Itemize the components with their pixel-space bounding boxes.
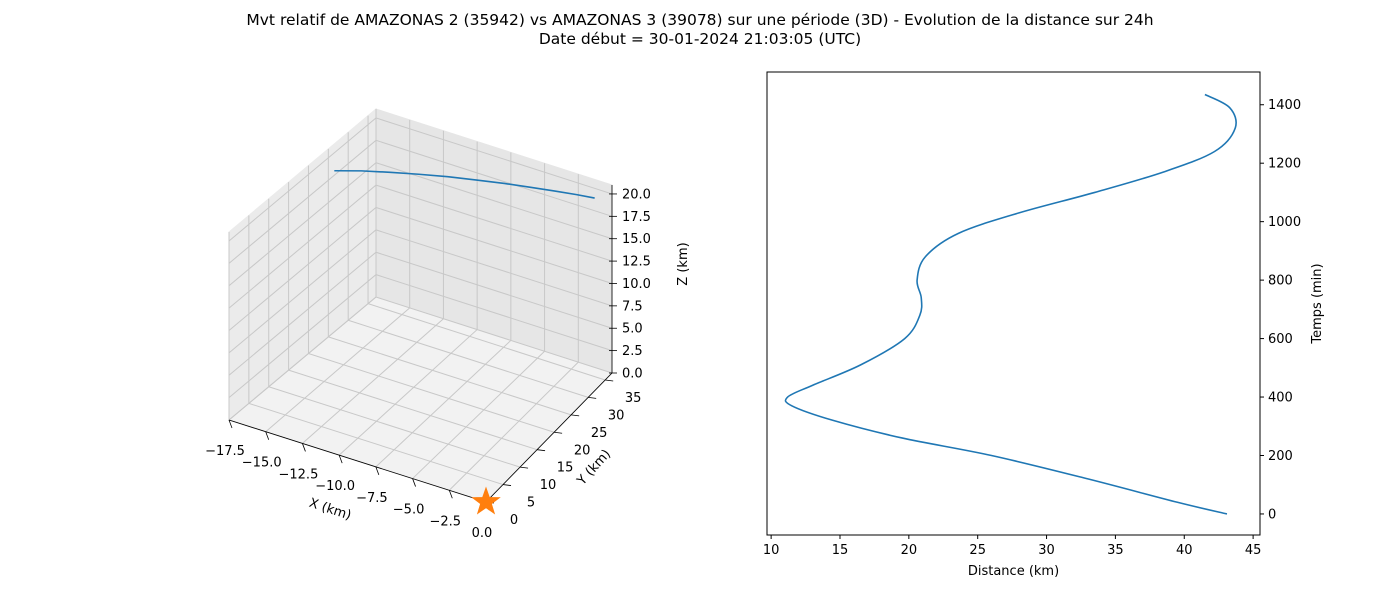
z-tick-label: 15.0 bbox=[622, 232, 651, 247]
x-tick-label: −12.5 bbox=[279, 467, 319, 482]
plot-area bbox=[766, 71, 1261, 536]
z-tick-label: 10.0 bbox=[622, 277, 651, 292]
x-tick-label: 0.0 bbox=[472, 526, 493, 541]
x-tick-label: 15 bbox=[832, 543, 849, 558]
x-tick-label: 10 bbox=[763, 543, 780, 558]
relative-trajectory-line bbox=[334, 169, 595, 199]
x-tick-label: −10.0 bbox=[315, 479, 355, 494]
y-tick-label: 1200 bbox=[1268, 157, 1301, 172]
x-tick bbox=[302, 443, 306, 452]
y-tick-label: 30 bbox=[608, 408, 625, 423]
y-tick-label: 1400 bbox=[1268, 98, 1301, 113]
gridline-z bbox=[228, 296, 613, 421]
gridline-z bbox=[228, 184, 613, 309]
z-axis-label: Z (km) bbox=[676, 242, 691, 285]
x-axis-line bbox=[228, 419, 487, 503]
x-tick-label: 30 bbox=[1038, 543, 1055, 558]
y-tick bbox=[605, 379, 614, 382]
z-tick-label: 5.0 bbox=[622, 322, 643, 337]
x-tick-label: −15.0 bbox=[242, 456, 282, 471]
y-tick-label: 0 bbox=[510, 513, 518, 528]
gridline-z bbox=[228, 117, 613, 242]
x-tick bbox=[412, 478, 416, 487]
z-tick-label: 2.5 bbox=[622, 344, 643, 359]
y-tick bbox=[588, 397, 597, 399]
y-tick-label: 10 bbox=[540, 478, 557, 493]
gridline-z bbox=[228, 274, 613, 399]
relative-motion-3d-plot: −17.5−15.0−12.5−10.0−7.5 −5.0 −2.5 0.0 X (km… bbox=[205, 107, 691, 541]
z-tick-label: 20.0 bbox=[622, 187, 651, 202]
x-axis-label: Distance (km) bbox=[968, 564, 1059, 579]
x-tick bbox=[448, 490, 453, 499]
y-tick-label: 35 bbox=[625, 391, 642, 406]
x-tick bbox=[265, 431, 270, 440]
y-tick bbox=[554, 431, 563, 434]
gridline-z bbox=[228, 139, 613, 264]
distance-curve-line bbox=[784, 93, 1237, 515]
y-tick bbox=[571, 414, 580, 417]
y-tick-label: 600 bbox=[1268, 332, 1293, 347]
y-tick-label: 5 bbox=[527, 496, 535, 511]
z-tick-label: 12.5 bbox=[622, 255, 651, 270]
gridline-z bbox=[228, 251, 613, 376]
y-tick bbox=[520, 466, 529, 469]
y-tick-label: 800 bbox=[1268, 274, 1293, 289]
gridline-z bbox=[228, 229, 613, 354]
x-tick-label: 40 bbox=[1176, 543, 1193, 558]
figure-title-line2: Date début = 30-01-2024 21:03:05 (UTC) bbox=[539, 30, 861, 48]
z-tick-label: 7.5 bbox=[622, 299, 643, 314]
x-tick-label: 25 bbox=[969, 543, 986, 558]
x-tick-label: 20 bbox=[901, 543, 918, 558]
y-tick-label: 200 bbox=[1268, 449, 1293, 464]
y-tick-label: 0 bbox=[1268, 507, 1276, 522]
x-tick-label: −7.5 bbox=[356, 491, 388, 506]
figure-title-line1: Mvt relatif de AMAZONAS 2 (35942) vs AMA… bbox=[246, 11, 1153, 29]
y-tick-label: 25 bbox=[591, 426, 608, 441]
x-tick bbox=[228, 419, 233, 429]
x-tick-label: 45 bbox=[1245, 543, 1262, 558]
y-tick-label: 1000 bbox=[1268, 215, 1301, 230]
y-tick-label: 400 bbox=[1268, 391, 1293, 406]
z-tick-label: 0.0 bbox=[622, 367, 643, 382]
x-axis-label: X (km) bbox=[307, 496, 353, 524]
reference-satellite-star-marker bbox=[471, 486, 501, 515]
y-axis-line bbox=[485, 372, 613, 503]
x-tick bbox=[338, 455, 343, 464]
y-tick-label: 20 bbox=[574, 443, 591, 458]
x-tick bbox=[375, 466, 380, 475]
x-tick-label: −17.5 bbox=[205, 444, 245, 459]
y-tick bbox=[502, 484, 512, 486]
gridline-z bbox=[228, 206, 613, 331]
y-tick-label: 15 bbox=[557, 461, 574, 476]
y-tick bbox=[537, 449, 546, 452]
distance-time-plot: 10 15 20 25 30 35 40 45 Distance (km) 0 200 400 600 8… bbox=[763, 71, 1325, 579]
z-tick-label: 17.5 bbox=[622, 210, 651, 225]
y-axis-label: Temps (min) bbox=[1310, 263, 1325, 344]
x-tick-label: −5.0 bbox=[393, 503, 425, 518]
x-tick-label: −2.5 bbox=[429, 514, 461, 529]
gridline-z bbox=[228, 162, 613, 287]
x-tick-label: 35 bbox=[1107, 543, 1124, 558]
